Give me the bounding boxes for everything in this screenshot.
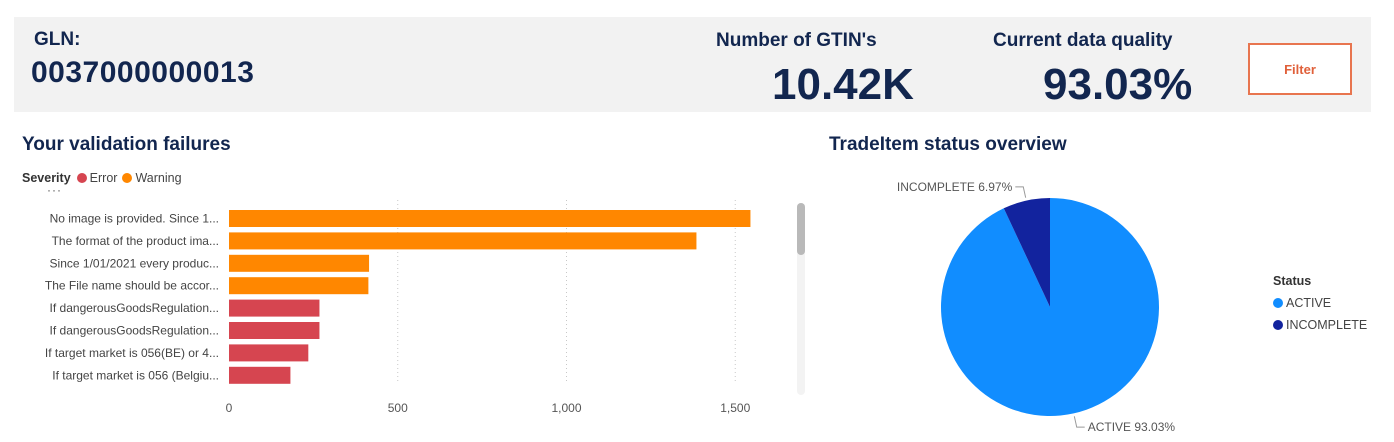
status-overview-title: TradeItem status overview [829, 134, 1067, 155]
chart-scrollbar-thumb[interactable] [797, 203, 805, 255]
error-dot-icon [76, 173, 87, 183]
gtin-count-title: Number of GTIN's [716, 30, 877, 51]
gtin-count-value: 10.42K [772, 60, 914, 109]
warning-dot-icon [122, 173, 133, 183]
data-quality-value: 93.03% [1043, 60, 1193, 109]
category-label: If dangerousGoodsRegulation... [50, 301, 219, 315]
legend-error-label: Error [89, 171, 118, 185]
category-label: The format of the product ima... [52, 234, 219, 248]
bar[interactable] [229, 210, 751, 227]
category-label: If target market is 056(BE) or 4... [45, 346, 219, 360]
legend-incomplete[interactable]: INCOMPLETE [1273, 318, 1367, 332]
data-quality-title: Current data quality [993, 30, 1173, 51]
active-dot-icon [1273, 298, 1283, 308]
x-tick-label: 1,500 [720, 401, 750, 415]
bar[interactable] [229, 299, 320, 317]
legend-active-label: ACTIVE [1286, 296, 1332, 310]
category-label: If target market is 056 (Belgiu... [52, 368, 219, 382]
validation-failures-bar-chart: 0 500 1,000 1,500 No image is provided. Sinc… [45, 200, 751, 415]
legend-active[interactable]: ACTIVE [1273, 296, 1367, 310]
bar[interactable] [229, 344, 309, 362]
bar[interactable] [229, 254, 370, 272]
slice-leader-line [1015, 186, 1027, 198]
filter-button[interactable]: Filter [1248, 43, 1352, 95]
category-label: No image is provided. Since 1... [50, 212, 219, 226]
gln-value: 0037000000013 [31, 56, 255, 89]
bar[interactable] [229, 366, 291, 384]
incomplete-dot-icon [1273, 320, 1283, 330]
x-tick-label: 500 [388, 401, 408, 415]
pie-slice[interactable] [1003, 198, 1050, 307]
status-legend-title: Status [1273, 274, 1312, 288]
legend-incomplete-label: INCOMPLETE [1286, 318, 1368, 332]
severity-legend: Severity Error Warning [22, 171, 187, 185]
validation-failures-title: Your validation failures [22, 134, 231, 155]
chart-scrollbar-track[interactable] [797, 203, 805, 395]
legend-warning-label: Warning [135, 171, 182, 185]
status-legend: Status ACTIVE INCOMPLETE [1273, 274, 1367, 340]
more-options-icon[interactable]: ··· [47, 183, 62, 197]
slice-data-label: INCOMPLETE 6.97% [897, 180, 1013, 194]
slice-leader-line [1073, 416, 1085, 428]
bar[interactable] [229, 277, 369, 295]
legend-warning[interactable]: Warning [122, 171, 182, 185]
status-pie-chart: ACTIVE 93.03% INCOMPLETE 6.97% [897, 180, 1176, 434]
category-label: If dangerousGoodsRegulation... [50, 324, 219, 338]
legend-error[interactable]: Error [76, 171, 118, 185]
bar[interactable] [229, 232, 697, 250]
x-tick-label: 1,000 [551, 401, 581, 415]
bar[interactable] [229, 322, 320, 339]
severity-legend-title: Severity [22, 171, 71, 185]
gln-label: GLN: [34, 29, 81, 50]
category-label: The File name should be accor... [45, 279, 219, 293]
x-tick-label: 0 [226, 401, 233, 415]
category-label: Since 1/01/2021 every produc... [50, 256, 219, 270]
kpi-header [14, 17, 1371, 112]
slice-data-label: ACTIVE 93.03% [1088, 420, 1176, 434]
